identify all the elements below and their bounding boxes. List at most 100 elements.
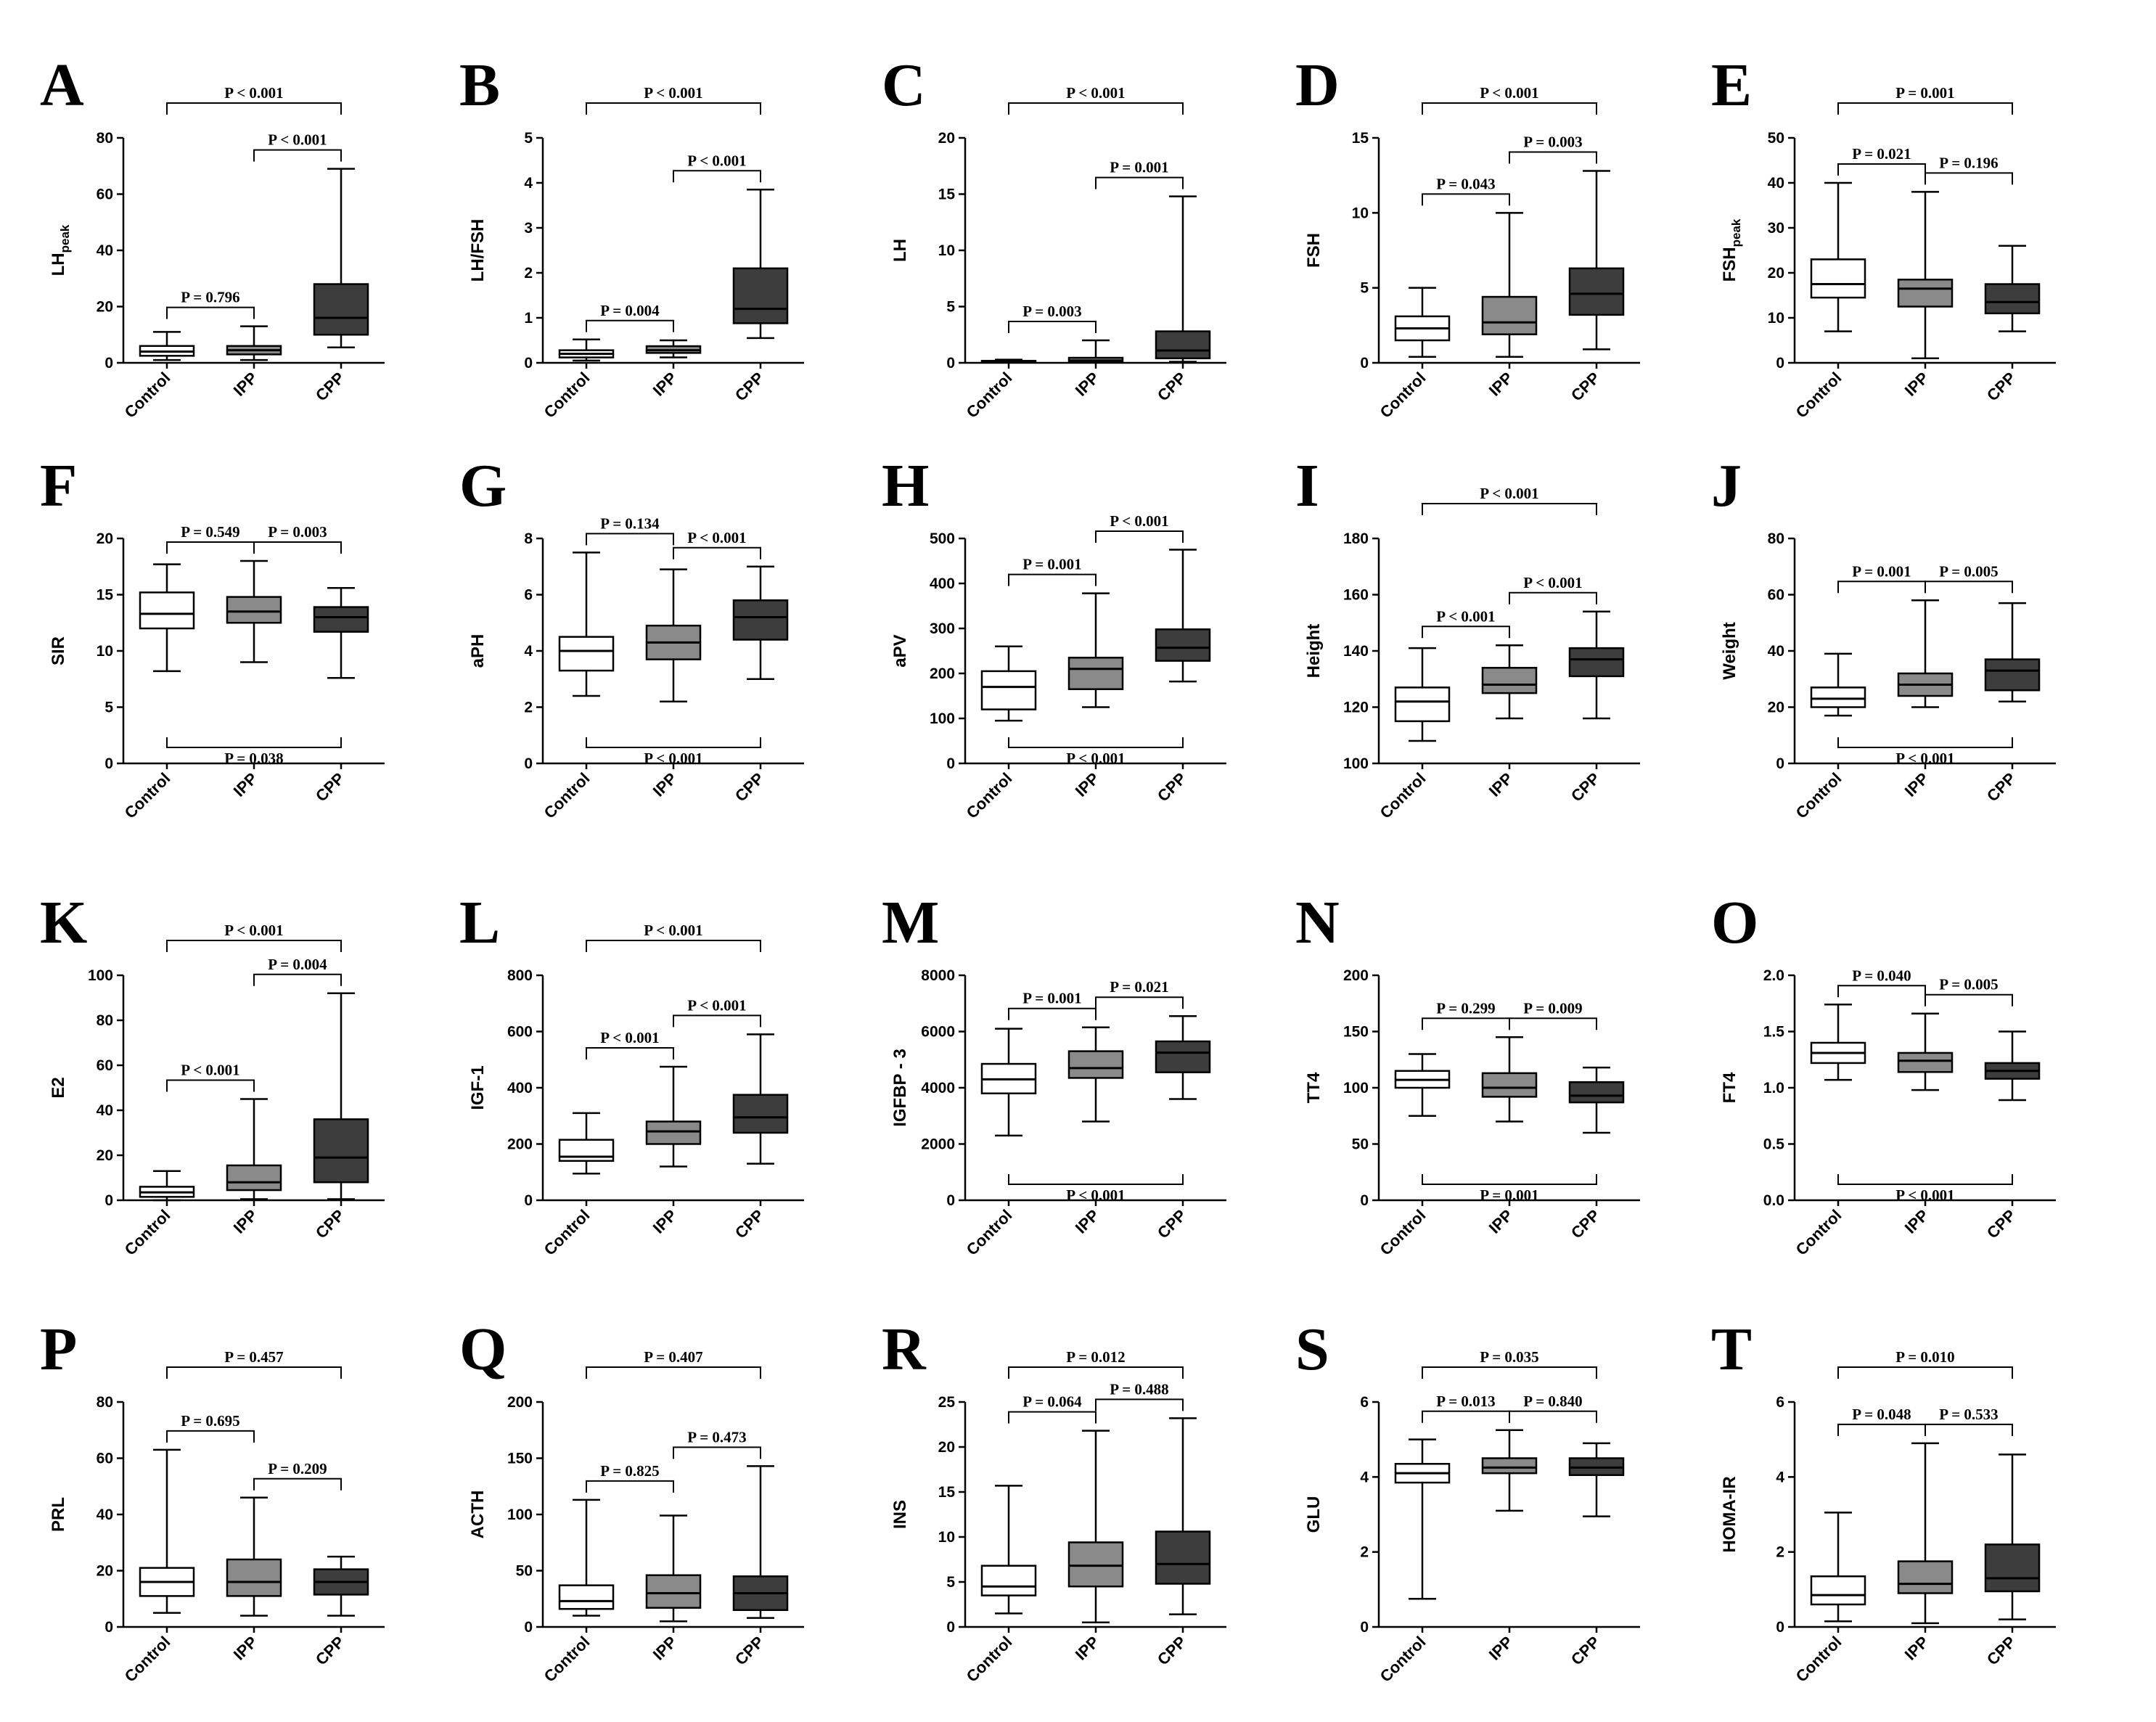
y-axis-label: IGF-1: [468, 1065, 488, 1110]
p-value-bracket: [1008, 102, 1184, 115]
y-axis-label-main: FSH: [1720, 247, 1739, 282]
y-axis-label: IGFBP - 3: [890, 1049, 910, 1127]
box-IPP: [226, 1164, 282, 1192]
y-tick-label: 200: [507, 1136, 533, 1153]
p-value-label: P < 0.001: [1480, 485, 1538, 502]
y-axis-label: LH/FSH: [468, 219, 488, 282]
p-value-label: P < 0.001: [181, 1062, 239, 1079]
p-value-bracket: [673, 1446, 761, 1459]
panel-Q: Q ACTH 0 50 100 150 200 Control IPP CPP P = 0.825 P…: [459, 1316, 804, 1686]
p-value-bracket: [166, 541, 255, 554]
y-tick-label: 0: [1360, 355, 1369, 372]
x-tick-label: Control: [541, 1206, 594, 1259]
y-tick-label: 2: [524, 265, 533, 282]
y-tick-label: 4: [524, 175, 533, 192]
y-axis-label: Weight: [1720, 622, 1739, 680]
panel-L: L IGF-1 0 200 400 600 800 Control IPP CPP P < 0.00…: [459, 889, 804, 1259]
y-tick-label: 0: [1360, 1192, 1369, 1209]
y-axis-label-main: INS: [890, 1500, 910, 1529]
p-value-label: P = 0.407: [644, 1348, 702, 1366]
p-value-bracket: [1837, 985, 1926, 998]
p-value-label: P = 0.825: [600, 1462, 659, 1480]
p-value-label: P < 0.001: [1480, 84, 1538, 102]
panel-N: N TT4 0 50 100 150 200 Control IPP CPP P = 0.299 P …: [1295, 889, 1640, 1259]
x-tick-label: CPP: [312, 1633, 348, 1669]
x-tick-label: CPP: [731, 769, 768, 805]
y-axis-label-main: TT4: [1304, 1072, 1324, 1103]
y-tick-label: 4000: [921, 1080, 955, 1096]
y-tick-label: 5: [1360, 280, 1369, 297]
p-value-label: P < 0.001: [1066, 750, 1125, 767]
p-value-bracket: [253, 541, 342, 554]
box-IPP: [1897, 1560, 1954, 1594]
p-value-label: P = 0.196: [1939, 154, 1998, 171]
x-tick-label: Control: [1792, 369, 1845, 422]
x-tick-label: IPP: [1485, 369, 1517, 400]
p-value-label: P < 0.001: [1436, 607, 1495, 625]
y-axis-label-main: ACTH: [468, 1491, 488, 1539]
panel-letter: P: [40, 1316, 77, 1383]
p-value-label: P = 0.488: [1110, 1380, 1168, 1398]
y-tick-label: 0: [524, 1192, 533, 1209]
y-tick-label: 60: [1768, 587, 1784, 604]
box-Control: [558, 636, 615, 672]
panel-P: P PRL 0 20 40 60 80 Control IPP CPP P = 0.695 P = 0…: [40, 1316, 385, 1686]
p-value-label: P < 0.001: [644, 750, 702, 767]
p-value-label: P = 0.005: [1939, 976, 1998, 993]
y-tick-label: 0: [104, 355, 113, 372]
y-tick-label: 0: [524, 1619, 533, 1636]
y-tick-label: 40: [97, 1102, 113, 1119]
y-axis-label-main: aPV: [890, 634, 910, 667]
y-tick-label: 6: [1360, 1394, 1369, 1411]
x-tick-label: IPP: [230, 1633, 261, 1664]
x-tick-label: IPP: [230, 769, 261, 800]
x-tick-label: CPP: [1983, 769, 2020, 805]
x-tick-label: Control: [1792, 769, 1845, 822]
y-tick-label: 60: [97, 1057, 113, 1074]
y-tick-label: 25: [938, 1394, 956, 1411]
box-CPP: [732, 1094, 789, 1134]
x-tick-label: IPP: [649, 1206, 681, 1237]
y-tick-label: 10: [938, 1529, 955, 1546]
y-tick-label: 10: [1768, 310, 1784, 327]
p-value-label: P < 0.001: [1066, 84, 1125, 102]
x-tick-label: IPP: [230, 1206, 261, 1237]
y-tick-label: 100: [1343, 1080, 1369, 1096]
y-tick-label: 15: [1352, 130, 1369, 147]
x-tick-label: CPP: [312, 369, 348, 405]
p-value-bracket: [586, 1046, 674, 1059]
y-tick-label: 0: [946, 355, 955, 372]
y-tick-label: 140: [1343, 643, 1369, 660]
panel-letter: C: [882, 52, 926, 119]
x-tick-label: CPP: [1154, 1633, 1190, 1669]
box-IPP: [645, 1574, 702, 1609]
x-tick-label: IPP: [1901, 769, 1932, 800]
x-tick-label: IPP: [649, 769, 681, 800]
x-tick-label: CPP: [731, 1633, 768, 1669]
y-axis-label: GLU: [1304, 1496, 1324, 1533]
y-axis-label-main: LH: [890, 239, 910, 262]
box-IPP: [1481, 1457, 1538, 1475]
box-CPP: [1984, 658, 2041, 692]
y-tick-label: 150: [507, 1451, 533, 1467]
x-tick-label: IPP: [649, 369, 681, 400]
p-value-label: P = 0.001: [1022, 990, 1081, 1007]
x-tick-label: Control: [963, 769, 1016, 822]
y-tick-label: 2: [524, 700, 533, 716]
p-value-bracket: [1509, 591, 1597, 604]
x-tick-label: Control: [963, 1206, 1016, 1259]
y-axis-label-main: HOMA-IR: [1720, 1476, 1739, 1552]
p-value-bracket: [1008, 1366, 1184, 1379]
box-CPP: [732, 599, 789, 641]
p-value-label: P = 0.035: [1480, 1348, 1538, 1366]
y-tick-label: 40: [97, 1506, 113, 1523]
y-axis-label: INS: [890, 1500, 910, 1529]
box-IPP: [645, 1120, 702, 1145]
panel-letter: M: [882, 889, 939, 956]
y-tick-label: 20: [1768, 265, 1784, 282]
x-tick-label: IPP: [1901, 1206, 1932, 1237]
y-tick-label: 50: [516, 1563, 533, 1580]
p-value-label: P < 0.001: [644, 922, 702, 939]
y-tick-label: 1.5: [1763, 1024, 1785, 1041]
y-axis-label-main: GLU: [1304, 1496, 1324, 1533]
